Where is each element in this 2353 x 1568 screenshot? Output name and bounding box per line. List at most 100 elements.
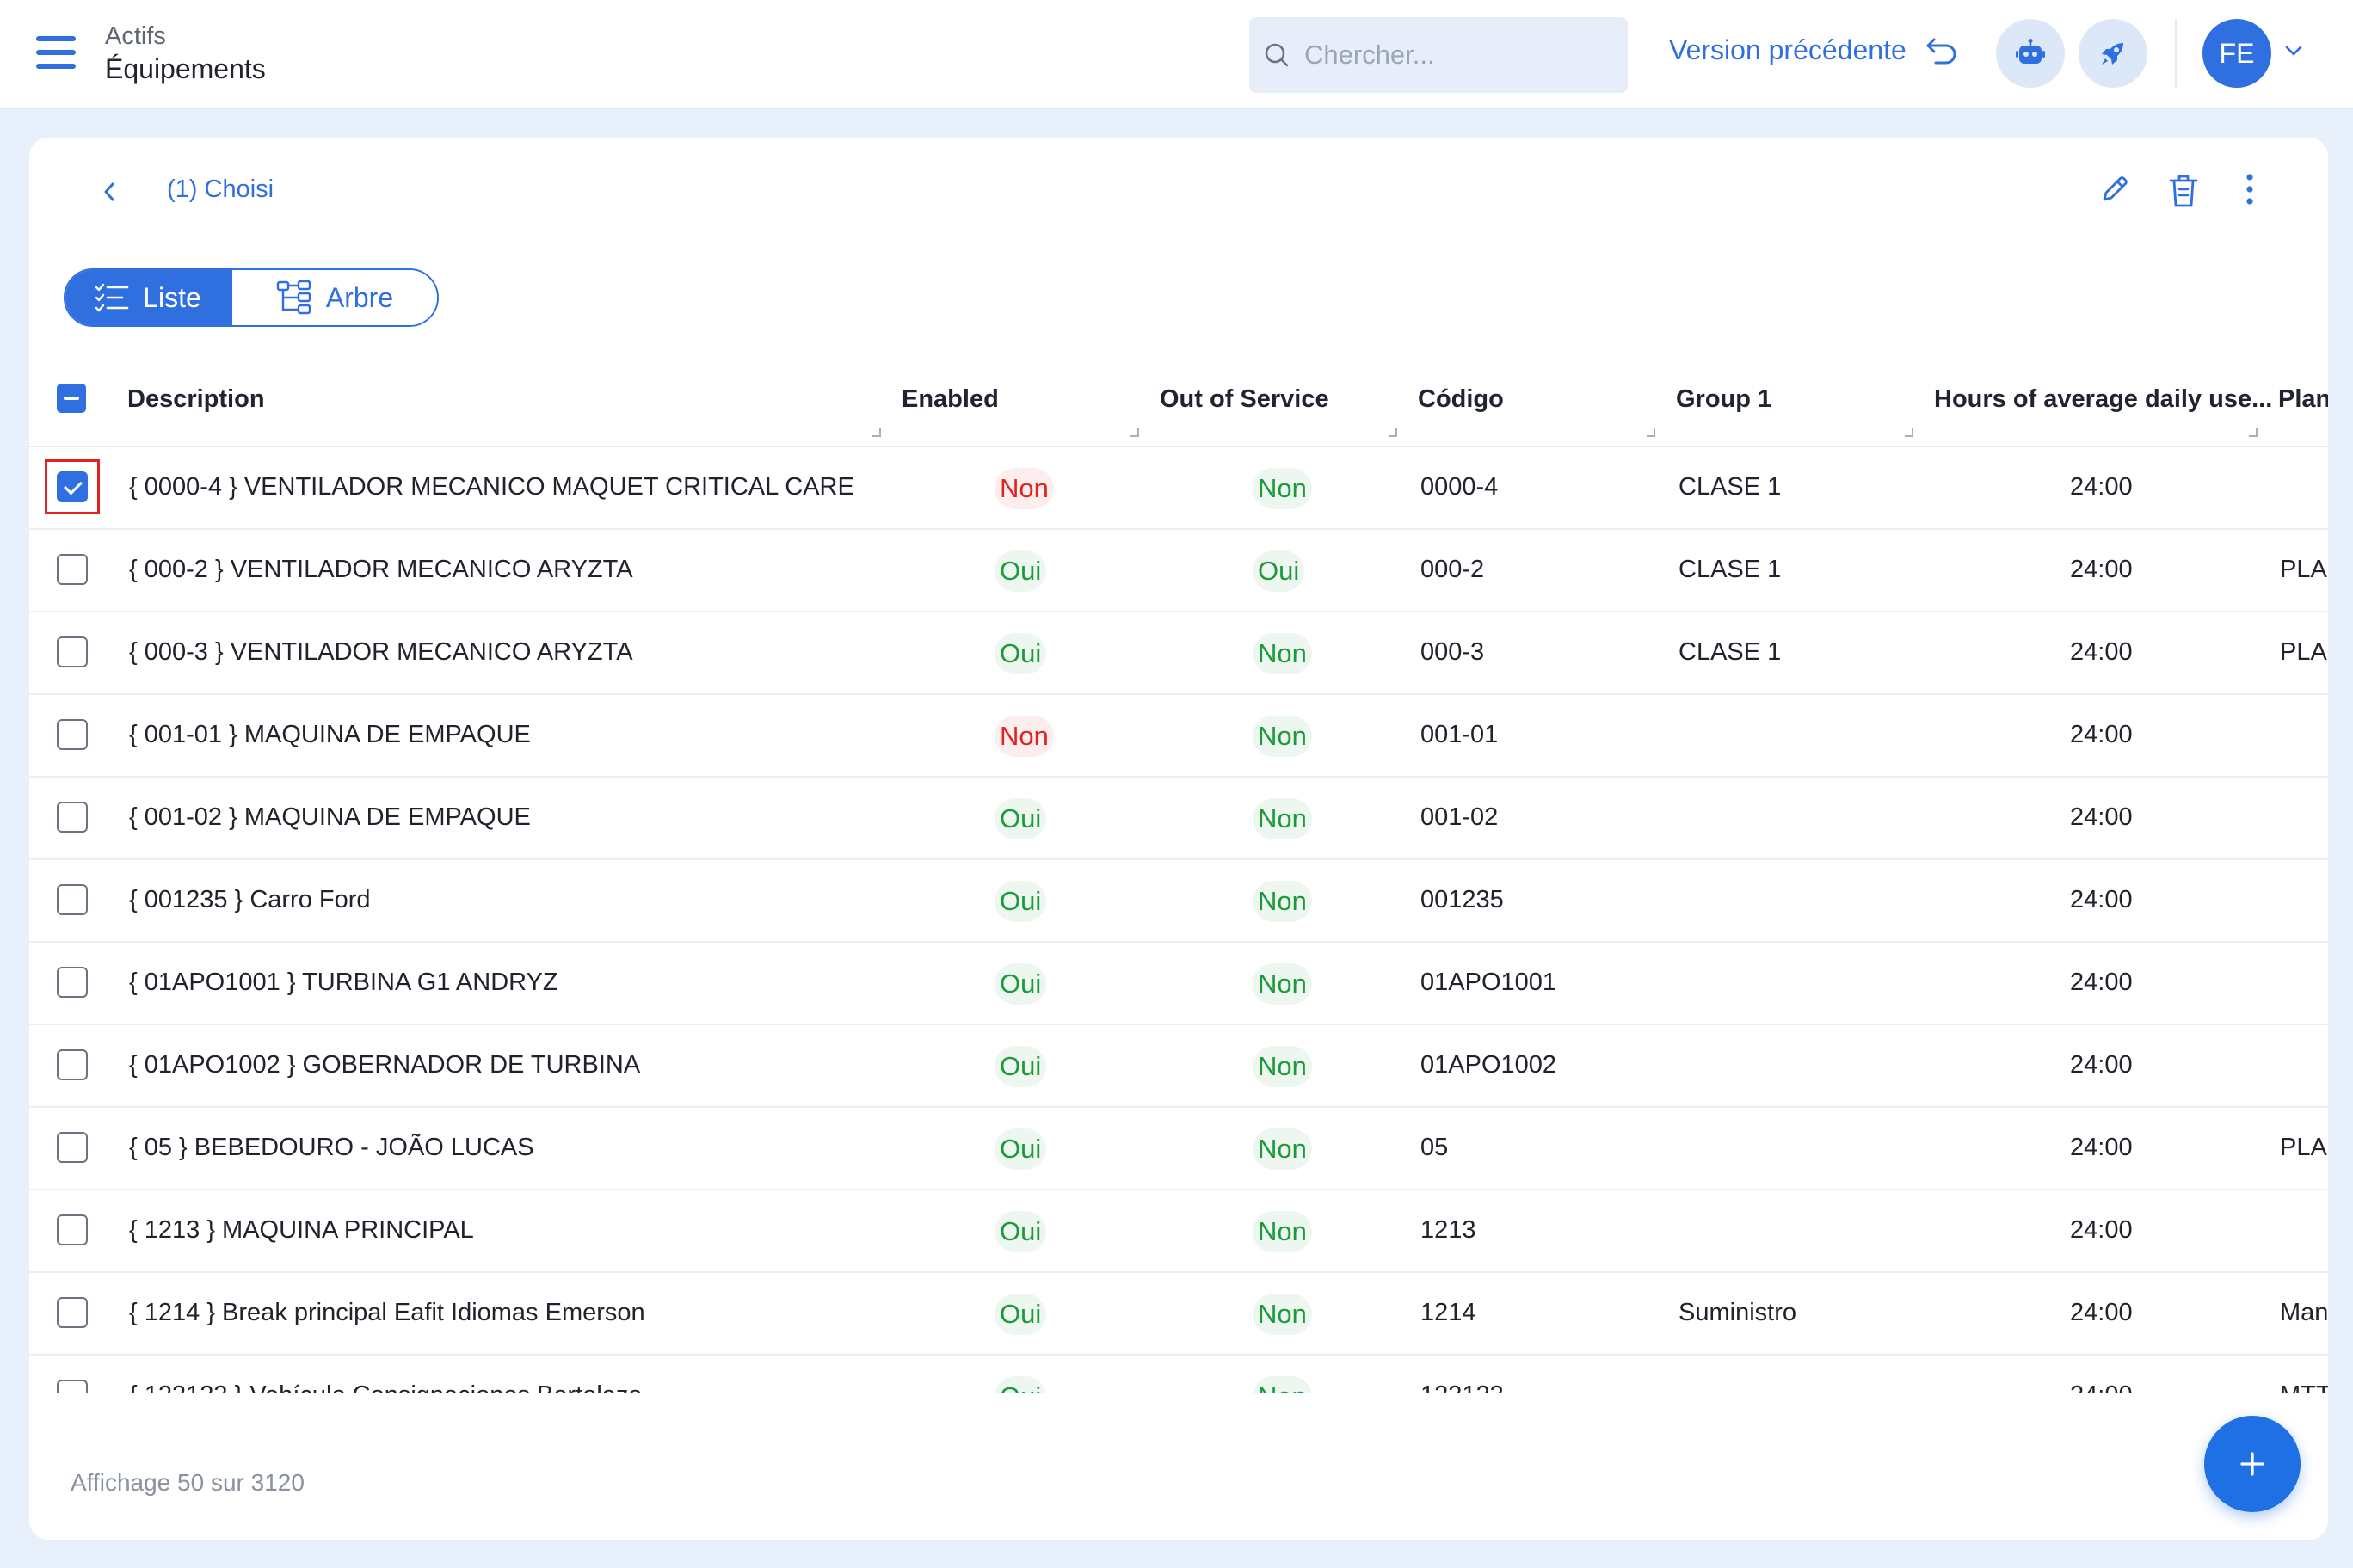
row-checkbox[interactable]: [57, 967, 88, 998]
cell-description: { 01APO1002 } GOBERNADOR DE TURBINA: [129, 1051, 641, 1079]
table-row[interactable]: { 000-3 } VENTILADOR MECANICO ARYZTA Oui…: [29, 612, 2328, 695]
search-icon: [1265, 43, 1289, 67]
cell-hours: 24:00: [2070, 1299, 2133, 1326]
chevron-left-icon[interactable]: [100, 179, 119, 205]
avatar[interactable]: FE: [2202, 19, 2271, 88]
cell-hours: 24:00: [2070, 886, 2133, 913]
table-row[interactable]: { 01APO1002 } GOBERNADOR DE TURBINA Oui …: [29, 1025, 2328, 1108]
column-resize-handle[interactable]: [1647, 428, 1655, 437]
row-checkbox[interactable]: [57, 1380, 88, 1393]
row-checkbox[interactable]: [57, 802, 88, 833]
tree-view-button[interactable]: Arbre: [231, 270, 437, 325]
column-resize-handle[interactable]: [2249, 428, 2258, 437]
assistant-button[interactable]: [1996, 19, 2065, 88]
cell-enabled-badge: Oui: [995, 1211, 1047, 1252]
cell-description: { 001235 } Carro Ford: [129, 886, 371, 913]
chevron-down-icon[interactable]: [2284, 45, 2303, 57]
column-header-out-of-service[interactable]: Out of Service: [1160, 385, 1329, 413]
more-vertical-icon[interactable]: [2244, 172, 2256, 206]
cell-out-of-service-badge: Non: [1253, 716, 1312, 757]
cell-hours: 24:00: [2070, 1381, 2133, 1393]
cell-code: 001-02: [1420, 803, 1499, 831]
table-row[interactable]: { 01APO1001 } TURBINA G1 ANDRYZ Oui Non …: [29, 943, 2328, 1025]
top-bar: Actifs Équipements Version précédente: [0, 0, 2353, 109]
list-view-button[interactable]: Liste: [65, 270, 231, 325]
column-resize-handle[interactable]: [1905, 428, 1913, 437]
cell-code: 05: [1420, 1134, 1449, 1161]
cell-plan: PLA: [2280, 1134, 2327, 1161]
row-checkbox[interactable]: [57, 1049, 88, 1080]
cell-plan: PLA: [2280, 638, 2327, 666]
row-checkbox[interactable]: [57, 636, 88, 667]
table-header: Description Enabled Out of Service Códig…: [29, 351, 2328, 447]
pagination-summary: Affichage 50 sur 3120: [71, 1469, 305, 1496]
cell-plan: PLA: [2280, 556, 2327, 583]
column-header-hours[interactable]: Hours of average daily use...: [1934, 385, 2273, 413]
launch-button[interactable]: [2079, 19, 2147, 88]
cell-hours: 24:00: [2070, 1216, 2133, 1244]
add-equipment-button[interactable]: [2204, 1416, 2301, 1512]
robot-icon: [2016, 39, 2045, 64]
trash-icon[interactable]: [2166, 172, 2201, 210]
cell-code: 001235: [1420, 886, 1504, 913]
cell-code: 1214: [1420, 1299, 1476, 1326]
cell-description: { 0000-4 } VENTILADOR MECANICO MAQUET CR…: [129, 473, 854, 501]
table-row[interactable]: { 001235 } Carro Ford Oui Non 001235 24:…: [29, 860, 2328, 943]
cell-enabled-badge: Non: [995, 716, 1054, 757]
column-header-plan[interactable]: Plan: [2278, 385, 2328, 413]
cell-hours: 24:00: [2070, 1051, 2133, 1079]
cell-enabled-badge: Oui: [995, 1294, 1047, 1335]
row-checkbox[interactable]: [57, 1214, 88, 1245]
table-row[interactable]: { 001-01 } MAQUINA DE EMPAQUE Non Non 00…: [29, 695, 2328, 778]
cell-group1: CLASE 1: [1679, 638, 1782, 666]
row-checkbox[interactable]: [57, 1132, 88, 1163]
view-toggle: Liste Arbre: [64, 268, 439, 327]
page-title: Équipements: [105, 53, 266, 84]
column-resize-handle[interactable]: [1130, 428, 1139, 437]
cell-out-of-service-badge: Oui: [1253, 550, 1305, 592]
undo-icon: [1926, 38, 1956, 64]
search-input[interactable]: [1304, 34, 1614, 76]
cell-description: { 001-02 } MAQUINA DE EMPAQUE: [129, 803, 531, 831]
select-all-checkbox[interactable]: [57, 384, 86, 413]
cell-out-of-service-badge: Non: [1253, 798, 1312, 839]
column-header-enabled[interactable]: Enabled: [902, 385, 999, 413]
row-checkbox[interactable]: [57, 554, 88, 585]
cell-out-of-service-badge: Non: [1253, 881, 1312, 922]
column-header-description[interactable]: Description: [127, 385, 265, 413]
previous-version-button[interactable]: Version précédente: [1669, 34, 1958, 66]
row-checkbox[interactable]: [57, 471, 88, 502]
selection-highlight: [45, 459, 100, 514]
cell-hours: 24:00: [2070, 1134, 2133, 1161]
cell-group1: Suministro: [1679, 1299, 1796, 1326]
search-box[interactable]: [1249, 17, 1628, 93]
cell-code: 01APO1002: [1420, 1051, 1557, 1079]
cell-enabled-badge: Oui: [995, 550, 1047, 592]
table-row[interactable]: { 0000-4 } VENTILADOR MECANICO MAQUET CR…: [29, 447, 2328, 530]
column-header-group1[interactable]: Group 1: [1676, 385, 1772, 413]
hamburger-icon[interactable]: [33, 33, 81, 74]
cell-description: { 05 } BEBEDOURO - JOÃO LUCAS: [129, 1134, 534, 1161]
cell-enabled-badge: Oui: [995, 1128, 1047, 1170]
cell-code: 0000-4: [1420, 473, 1499, 501]
table-row[interactable]: { 123123 } Vehículo Consignaciones Berto…: [29, 1356, 2328, 1393]
cell-hours: 24:00: [2070, 968, 2133, 996]
column-resize-handle[interactable]: [872, 428, 881, 437]
table-row[interactable]: { 001-02 } MAQUINA DE EMPAQUE Oui Non 00…: [29, 778, 2328, 860]
table-row[interactable]: { 000-2 } VENTILADOR MECANICO ARYZTA Oui…: [29, 530, 2328, 612]
table-row[interactable]: { 1214 } Break principal Eafit Idiomas E…: [29, 1273, 2328, 1356]
cell-hours: 24:00: [2070, 638, 2133, 666]
row-checkbox[interactable]: [57, 719, 88, 750]
table-row[interactable]: { 05 } BEBEDOURO - JOÃO LUCAS Oui Non 05…: [29, 1108, 2328, 1190]
cell-code: 000-3: [1420, 638, 1485, 666]
breadcrumb-parent[interactable]: Actifs: [105, 22, 166, 50]
row-checkbox[interactable]: [57, 884, 88, 915]
column-resize-handle[interactable]: [1389, 428, 1397, 437]
row-checkbox[interactable]: [57, 1297, 88, 1328]
cell-description: { 01APO1001 } TURBINA G1 ANDRYZ: [129, 968, 558, 996]
table-row[interactable]: { 1213 } MAQUINA PRINCIPAL Oui Non 1213 …: [29, 1190, 2328, 1273]
column-header-code[interactable]: Código: [1418, 385, 1504, 413]
pencil-icon[interactable]: [2097, 172, 2132, 206]
cell-enabled-badge: Non: [995, 468, 1054, 509]
cell-enabled-badge: Oui: [995, 881, 1047, 922]
